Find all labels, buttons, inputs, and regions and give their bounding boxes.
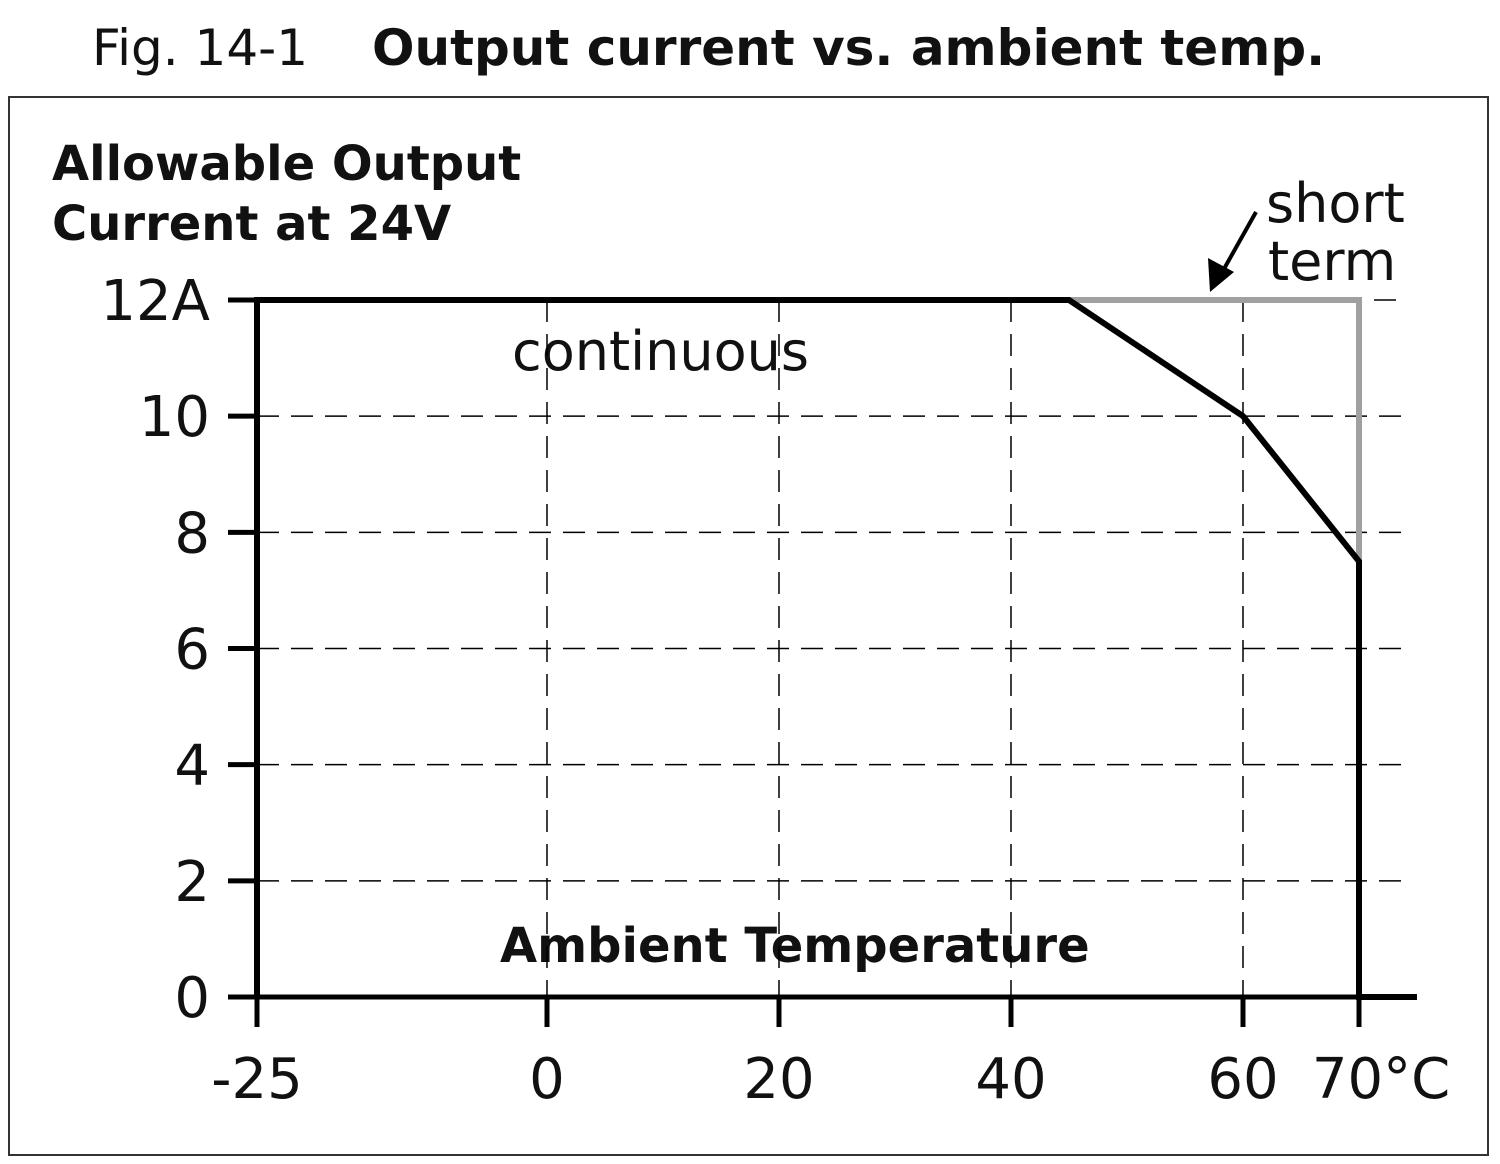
x-tick-label: 60: [1207, 1047, 1278, 1112]
x-tick-label: 0: [529, 1047, 565, 1112]
series-continuous: [254, 297, 1417, 1000]
y-axis-label-line2: Current at 24V: [52, 196, 451, 252]
y-tick-label: 4: [174, 734, 210, 799]
y-tick-label: 12A: [100, 269, 210, 334]
y-tick-label: 6: [174, 618, 210, 683]
y-tick-label: 10: [139, 385, 210, 450]
chart-frame: [8, 96, 1489, 1156]
figure-label: Fig. 14-1: [92, 19, 308, 77]
series-short-term: [1069, 297, 1362, 562]
y-tick-label: 8: [174, 501, 210, 566]
x-tick-label: 40: [975, 1047, 1046, 1112]
x-tick-label: 70°C: [1312, 1047, 1450, 1112]
chart-title: Output current vs. ambient temp.: [372, 19, 1325, 77]
x-tick-label: -25: [211, 1047, 302, 1112]
x-tick-label: 20: [743, 1047, 814, 1112]
y-axis-label-line1: Allowable Output: [52, 136, 521, 192]
y-tick-label: 2: [174, 850, 210, 915]
short-term-label-line2: term: [1268, 230, 1396, 293]
y-tick-label: 0: [174, 966, 210, 1031]
x-axis-label: Ambient Temperature: [500, 918, 1090, 974]
short-term-arrow: [1208, 211, 1258, 292]
continuous-label: continuous: [512, 320, 809, 383]
short-term-label-line1: short: [1266, 172, 1405, 235]
